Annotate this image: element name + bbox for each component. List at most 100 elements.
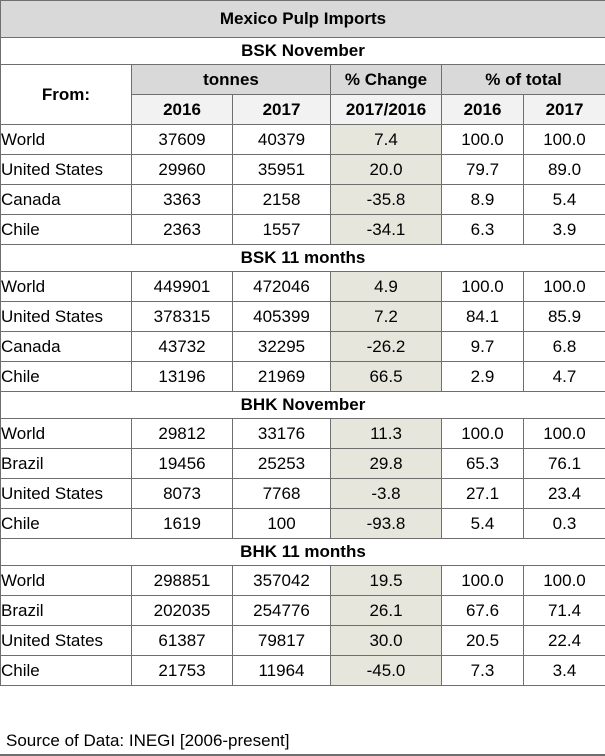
tonnes-2017-cell: 357042: [232, 565, 331, 596]
share-2016-cell: 27.1: [441, 478, 524, 509]
share-2016-cell: 20.5: [441, 625, 524, 656]
table-title: Mexico Pulp Imports: [0, 0, 605, 38]
share-2017-cell: 100.0: [523, 124, 605, 155]
share-2017-cell: 4.7: [523, 361, 605, 392]
country-cell: World: [0, 271, 132, 302]
share-2017-cell: 22.4: [523, 625, 605, 656]
share-2016-cell: 100.0: [441, 271, 524, 302]
share-2016-cell: 9.7: [441, 331, 524, 362]
section-row: BHK November: [0, 391, 605, 419]
tonnes-2017-cell: 1557: [232, 214, 331, 245]
share-2016-cell: 6.3: [441, 214, 524, 245]
share-2016-cell: 65.3: [441, 448, 524, 479]
share-2016-cell: 79.7: [441, 154, 524, 185]
header-group-row: From: tonnes % Change % of total: [0, 64, 605, 125]
tonnes-2016-cell: 29812: [131, 418, 233, 449]
title-row: Mexico Pulp Imports: [0, 0, 605, 38]
country-cell: Canada: [0, 184, 132, 215]
section-title: BSK November: [0, 37, 605, 65]
tonnes-2016-cell: 1619: [131, 508, 233, 539]
share-2016-cell: 100.0: [441, 565, 524, 596]
tonnes-2017-cell: 472046: [232, 271, 331, 302]
share-2017-cell: 3.9: [523, 214, 605, 245]
share-2017-cell: 0.3: [523, 508, 605, 539]
table-row: World 29812 33176 11.3 100.0 100.0: [0, 418, 605, 449]
share-2016-cell: 7.3: [441, 655, 524, 686]
country-cell: Chile: [0, 361, 132, 392]
change-cell: 29.8: [330, 448, 442, 479]
share-2016-cell: 100.0: [441, 418, 524, 449]
share-2016-cell: 8.9: [441, 184, 524, 215]
source-note: Source of Data: INEGI [2006-present]: [6, 731, 290, 750]
table-row: World 37609 40379 7.4 100.0 100.0: [0, 124, 605, 155]
share-2017-cell: 100.0: [523, 271, 605, 302]
tonnes-2016-cell: 202035: [131, 595, 233, 626]
table-row: Chile 1619 100 -93.8 5.4 0.3: [0, 508, 605, 539]
change-cell: 11.3: [330, 418, 442, 449]
change-cell: -34.1: [330, 214, 442, 245]
share-2017-cell: 3.4: [523, 655, 605, 686]
change-cell: 66.5: [330, 361, 442, 392]
country-cell: Chile: [0, 214, 132, 245]
col-header-2016: 2016: [131, 94, 233, 125]
tonnes-2016-cell: 378315: [131, 301, 233, 332]
country-cell: United States: [0, 625, 132, 656]
tonnes-2017-cell: 21969: [232, 361, 331, 392]
change-cell: -3.8: [330, 478, 442, 509]
tonnes-2016-cell: 449901: [131, 271, 233, 302]
tonnes-2016-cell: 43732: [131, 331, 233, 362]
share-2017-cell: 76.1: [523, 448, 605, 479]
table-row: Brazil 19456 25253 29.8 65.3 76.1: [0, 448, 605, 479]
col-header-change: 2017/2016: [330, 94, 442, 125]
table-row: Canada 3363 2158 -35.8 8.9 5.4: [0, 184, 605, 215]
table-row: World 298851 357042 19.5 100.0 100.0: [0, 565, 605, 596]
section-title: BHK November: [0, 391, 605, 419]
tonnes-2017-cell: 25253: [232, 448, 331, 479]
country-cell: United States: [0, 154, 132, 185]
tonnes-2017-cell: 35951: [232, 154, 331, 185]
share-2017-cell: 100.0: [523, 418, 605, 449]
tonnes-2017-cell: 254776: [232, 595, 331, 626]
tonnes-2016-cell: 2363: [131, 214, 233, 245]
tonnes-2016-cell: 3363: [131, 184, 233, 215]
share-2016-cell: 67.6: [441, 595, 524, 626]
tonnes-2017-cell: 405399: [232, 301, 331, 332]
col-header-2017: 2017: [232, 94, 331, 125]
share-2016-cell: 2.9: [441, 361, 524, 392]
tonnes-2017-cell: 2158: [232, 184, 331, 215]
change-cell: -35.8: [330, 184, 442, 215]
tonnes-2017-cell: 7768: [232, 478, 331, 509]
share-2016-cell: 5.4: [441, 508, 524, 539]
share-header: % of total: [441, 64, 605, 95]
share-2016-cell: 84.1: [441, 301, 524, 332]
country-cell: Brazil: [0, 448, 132, 479]
country-cell: Canada: [0, 331, 132, 362]
country-cell: World: [0, 565, 132, 596]
change-cell: 4.9: [330, 271, 442, 302]
from-header: From:: [0, 64, 132, 125]
section-row: BSK 11 months: [0, 244, 605, 272]
tonnes-2016-cell: 8073: [131, 478, 233, 509]
change-cell: -45.0: [330, 655, 442, 686]
tonnes-2017-cell: 79817: [232, 625, 331, 656]
col-header-share-2017: 2017: [523, 94, 605, 125]
share-2016-cell: 100.0: [441, 124, 524, 155]
change-header: % Change: [330, 64, 442, 95]
share-2017-cell: 85.9: [523, 301, 605, 332]
table-row: Chile 2363 1557 -34.1 6.3 3.9: [0, 214, 605, 245]
country-cell: Chile: [0, 655, 132, 686]
bottom-rule: [0, 754, 605, 756]
table-row: Chile 13196 21969 66.5 2.9 4.7: [0, 361, 605, 392]
section-title: BSK 11 months: [0, 244, 605, 272]
country-cell: United States: [0, 301, 132, 332]
pulp-imports-table: Mexico Pulp Imports BSK November From: t…: [0, 0, 605, 686]
country-cell: World: [0, 124, 132, 155]
change-cell: 7.4: [330, 124, 442, 155]
table-row: United States 378315 405399 7.2 84.1 85.9: [0, 301, 605, 332]
table-row: Chile 21753 11964 -45.0 7.3 3.4: [0, 655, 605, 686]
tonnes-2017-cell: 33176: [232, 418, 331, 449]
country-cell: World: [0, 418, 132, 449]
share-2017-cell: 6.8: [523, 331, 605, 362]
tonnes-2016-cell: 29960: [131, 154, 233, 185]
